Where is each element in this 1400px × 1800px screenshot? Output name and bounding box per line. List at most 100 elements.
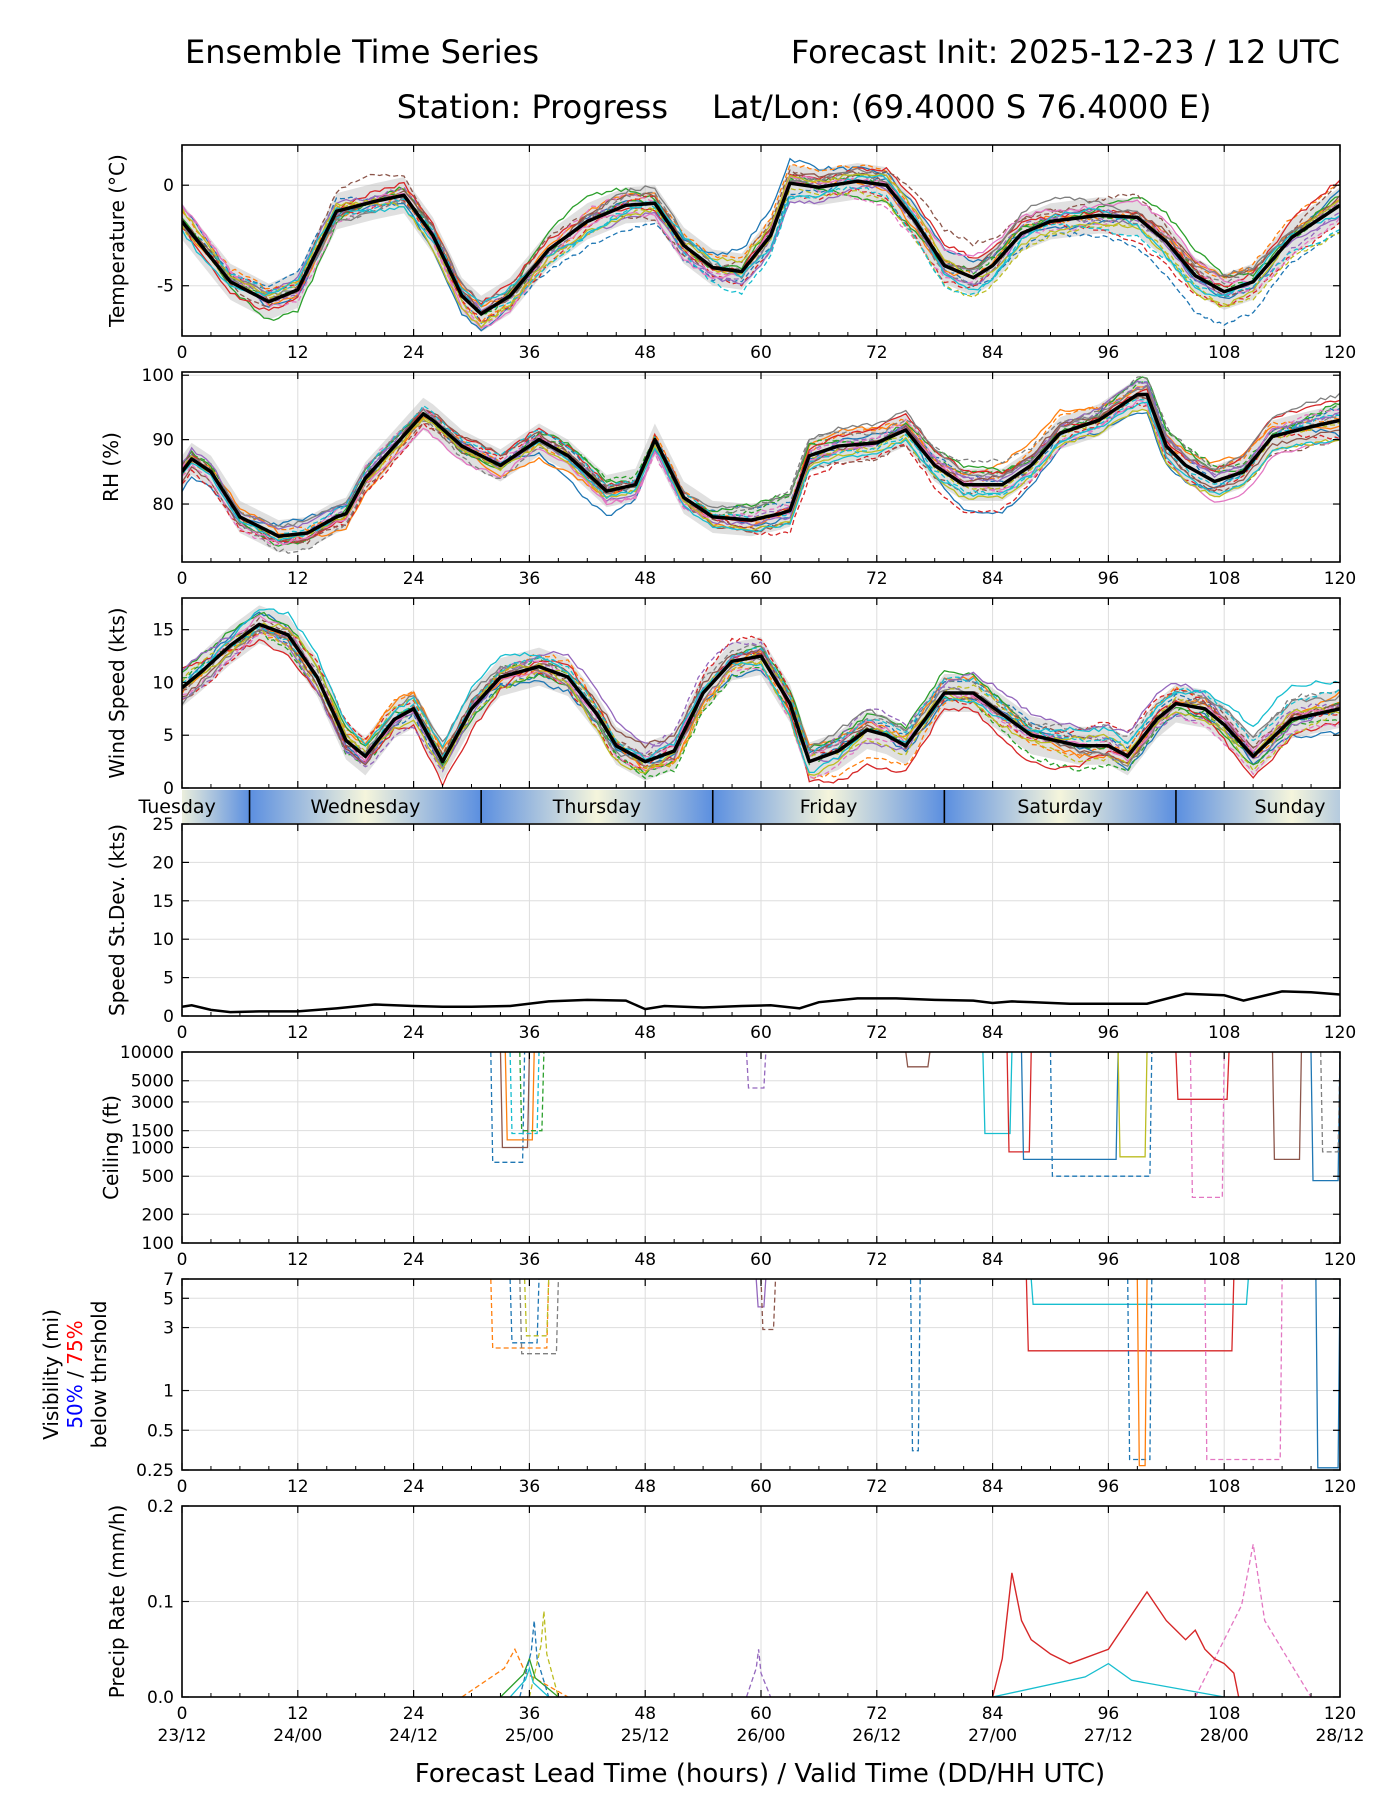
- day-label-sunday: Sunday: [1254, 796, 1325, 818]
- x-tick-label: 120: [1324, 1704, 1356, 1724]
- day-label-wednesday: Wednesday: [310, 796, 420, 818]
- y-axis-label: Ceiling (ft): [99, 1095, 123, 1200]
- x-tick-label: 96: [1098, 343, 1120, 363]
- x-valid-time-label: 26/00: [737, 1726, 786, 1746]
- x-valid-time-label: 26/12: [852, 1726, 901, 1746]
- ensemble-mean-line: [182, 622, 1340, 764]
- x-tick-label: 84: [982, 569, 1004, 589]
- day-label-friday: Friday: [800, 796, 858, 818]
- x-tick-label: 72: [866, 1023, 888, 1043]
- member-line: [182, 188, 1340, 323]
- x-tick-label: 24: [403, 1477, 425, 1497]
- y-axis-label: Precip Rate (mm/h): [105, 1505, 129, 1699]
- panel-temperature: 0 -5 0 12 24 36 48 60 72 84 96 108 120 Temperature (°…: [105, 144, 1356, 363]
- x-valid-time-label: 27/00: [968, 1726, 1017, 1746]
- y-tick-label: 0.5: [147, 1421, 174, 1441]
- member-event-line: [745, 1052, 767, 1089]
- panel-wind: 0 5 10 15 Wind Speed (kts): [105, 597, 1341, 799]
- x-tick-label: 108: [1208, 1023, 1240, 1043]
- x-tick-label: 72: [866, 1477, 888, 1497]
- y-tick-label: 7: [163, 1270, 174, 1290]
- x-tick-label: 48: [634, 1704, 656, 1724]
- y-tick-label: 1000: [131, 1139, 174, 1159]
- x-tick-label: 72: [866, 569, 888, 589]
- x-tick-label: 60: [750, 569, 772, 589]
- member-event-line: [992, 1662, 1225, 1697]
- x-tick-label: 24: [403, 1250, 425, 1270]
- x-tick-label: 0: [177, 343, 188, 363]
- x-tick-label: 0: [177, 569, 188, 589]
- x-tick-label: 0: [177, 1704, 188, 1724]
- x-valid-time-label: 23/12: [158, 1726, 207, 1746]
- y-tick-label: 0: [163, 1007, 174, 1027]
- member-line: [182, 169, 1340, 314]
- title-left: Ensemble Time Series: [185, 33, 539, 71]
- member-precip-line: [991, 1572, 1240, 1697]
- y-tick-label: 10000: [120, 1043, 174, 1063]
- x-tick-label: 0: [177, 1250, 188, 1270]
- x-tick-label: 12: [287, 1250, 309, 1270]
- x-tick-label: 24: [403, 343, 425, 363]
- x-tick-label: 48: [634, 343, 656, 363]
- stdev-line: [182, 990, 1340, 1014]
- x-tick-label: 84: [982, 1023, 1004, 1043]
- y-axis-label: RH (%): [99, 432, 123, 502]
- x-tick-label: 120: [1324, 1250, 1356, 1270]
- x-tick-label: 96: [1098, 1477, 1120, 1497]
- member-event-line: [982, 1052, 1013, 1135]
- y-tick-label: 15: [152, 621, 174, 641]
- member-event-line: [1030, 1279, 1249, 1305]
- member-line: [182, 631, 1340, 779]
- x-tick-label: 24: [403, 569, 425, 589]
- x-valid-time-label: 25/00: [505, 1726, 554, 1746]
- member-event-line: [1127, 1279, 1153, 1461]
- y-tick-label: 5: [163, 1289, 174, 1309]
- member-event-line: [528, 1610, 560, 1697]
- ensemble-mean-line: [182, 392, 1340, 538]
- x-tick-label: 108: [1208, 343, 1240, 363]
- x-tick-label: 84: [982, 1704, 1004, 1724]
- plot-area: [182, 375, 1340, 554]
- x-tick-label: 96: [1098, 569, 1120, 589]
- y-axis-label: Speed St.Dev. (kts): [105, 824, 129, 1016]
- x-valid-time-label: 25/12: [621, 1726, 670, 1746]
- x-tick-label: 36: [519, 569, 541, 589]
- member-line: [182, 399, 1340, 545]
- member-event-line: [905, 1052, 931, 1068]
- y-tick-label: 500: [142, 1167, 174, 1187]
- member-event-line: [499, 1052, 531, 1149]
- y-axis-threshold-label: 50% / 75%: [63, 1320, 87, 1428]
- y-tick-label: 3: [163, 1319, 174, 1339]
- member-event-line: [509, 1279, 540, 1344]
- x-tick-label: 96: [1098, 1023, 1120, 1043]
- member-event-line: [1006, 1052, 1032, 1153]
- x-valid-time-label: 28/12: [1316, 1726, 1365, 1746]
- member-line: [182, 383, 1340, 539]
- y-tick-label: 90: [152, 431, 174, 451]
- member-line: [182, 380, 1340, 530]
- x-tick-label: 48: [634, 569, 656, 589]
- vis75-label: 75%: [63, 1320, 87, 1364]
- day-cell-friday: [712, 790, 945, 823]
- x-tick-label: 48: [634, 1023, 656, 1043]
- vis50-label: 50%: [63, 1384, 87, 1428]
- x-tick-label: 72: [866, 1250, 888, 1270]
- member-line: [182, 171, 1340, 316]
- y-tick-label: 1: [163, 1382, 174, 1402]
- x-tick-label: 12: [287, 569, 309, 589]
- y-tick-label: 0.1: [147, 1593, 174, 1613]
- x-tick-label: 0: [177, 1477, 188, 1497]
- member-event-line: [509, 1666, 550, 1697]
- plot-area: [490, 1052, 1340, 1199]
- day-cell-wednesday: [249, 790, 482, 823]
- member-event-line: [519, 1052, 545, 1132]
- x-tick-label: 108: [1208, 1477, 1240, 1497]
- member-event-line: [1025, 1279, 1235, 1352]
- member-event-line: [1049, 1052, 1153, 1177]
- y-tick-label: 20: [152, 853, 174, 873]
- member-line: [182, 631, 1340, 780]
- plot-area: [182, 157, 1340, 332]
- x-valid-time-label: 27/12: [1084, 1726, 1133, 1746]
